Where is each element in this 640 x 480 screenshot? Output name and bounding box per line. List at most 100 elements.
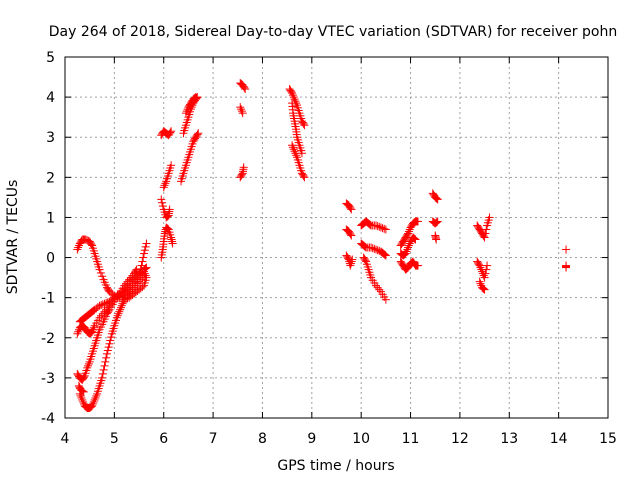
data-point: [432, 194, 441, 203]
data-point: [299, 171, 308, 180]
data-point: [181, 109, 190, 118]
x-axis-label: GPS time / hours: [277, 458, 394, 474]
data-point: [371, 221, 380, 230]
y-tick-label: 2: [46, 170, 55, 186]
data-point: [139, 253, 148, 262]
data-point: [161, 179, 170, 188]
data-point: [131, 281, 140, 290]
data-point: [128, 285, 137, 294]
data-point: [92, 391, 101, 400]
data-point: [123, 291, 132, 300]
data-point: [190, 94, 199, 103]
data-point: [360, 242, 369, 251]
data-point: [105, 339, 114, 348]
data-point: [113, 311, 122, 320]
data-point: [347, 257, 356, 266]
data-point: [95, 265, 104, 274]
data-point: [138, 273, 147, 282]
data-point: [104, 307, 113, 316]
data-point: [475, 261, 484, 270]
data-point: [237, 107, 246, 116]
data-point: [158, 198, 167, 207]
data-point: [84, 361, 93, 370]
data-point: [410, 234, 419, 243]
data-point: [163, 224, 172, 233]
data-point: [126, 273, 135, 282]
data-point: [478, 284, 487, 293]
data-point: [160, 181, 169, 190]
data-point: [371, 281, 380, 290]
y-tick-label: -1: [41, 291, 55, 307]
chart-title: Day 264 of 2018, Sidereal Day-to-day VTE…: [49, 24, 617, 40]
data-point: [432, 218, 441, 227]
y-tick-label: -2: [41, 331, 55, 347]
data-point: [404, 229, 413, 238]
data-point: [125, 289, 134, 298]
x-tick-label: 6: [159, 431, 168, 447]
x-tick-label: 15: [599, 431, 617, 447]
plot-frame: [64, 56, 609, 419]
data-point: [107, 333, 116, 342]
data-point: [367, 243, 376, 252]
y-axis-label: SDTVAR / TECUs: [5, 180, 21, 295]
data-point: [139, 271, 148, 280]
data-point: [98, 300, 107, 309]
data-point: [365, 220, 374, 229]
data-point: [483, 261, 492, 270]
y-tick-label: 1: [46, 210, 55, 226]
data-point: [371, 245, 380, 254]
data-point: [183, 105, 192, 114]
data-point: [136, 275, 145, 284]
data-point: [121, 293, 130, 302]
data-point: [481, 229, 490, 238]
data-point: [236, 103, 245, 112]
data-point: [98, 369, 107, 378]
data-point: [90, 395, 99, 404]
data-point: [480, 285, 489, 294]
data-point: [126, 287, 135, 296]
data-point: [370, 244, 379, 253]
data-point: [120, 281, 129, 290]
data-point: [347, 231, 356, 240]
x-tick-label: 8: [258, 431, 267, 447]
data-point: [118, 299, 127, 308]
data-point: [475, 277, 484, 286]
data-point: [238, 109, 247, 118]
data-point: [78, 387, 87, 396]
data-point: [481, 269, 490, 278]
data-point: [405, 225, 414, 234]
data-point: [404, 241, 413, 250]
data-point: [479, 271, 488, 280]
data-point: [482, 225, 491, 234]
data-point: [478, 267, 487, 276]
data-point: [102, 349, 111, 358]
data-point: [287, 87, 296, 96]
data-point: [125, 275, 134, 284]
y-tick-label: 4: [46, 90, 55, 106]
data-point: [114, 309, 123, 318]
data-point: [378, 224, 387, 233]
data-point: [166, 128, 175, 137]
data-point: [432, 235, 441, 244]
data-point: [97, 301, 106, 310]
data-point: [404, 227, 413, 236]
x-tick-label: 10: [352, 431, 370, 447]
data-point: [79, 387, 88, 396]
data-point: [361, 256, 370, 265]
data-point: [348, 255, 357, 264]
data-point: [98, 373, 107, 382]
data-point: [137, 261, 146, 270]
data-point: [140, 269, 149, 278]
data-point: [381, 295, 390, 304]
data-point: [167, 161, 176, 170]
data-point: [131, 266, 140, 275]
data-point: [88, 401, 97, 410]
data-point: [239, 163, 248, 172]
data-point: [138, 257, 147, 266]
data-point: [190, 93, 199, 102]
data-point: [288, 89, 297, 98]
data-point: [158, 202, 167, 211]
data-point: [96, 268, 105, 277]
